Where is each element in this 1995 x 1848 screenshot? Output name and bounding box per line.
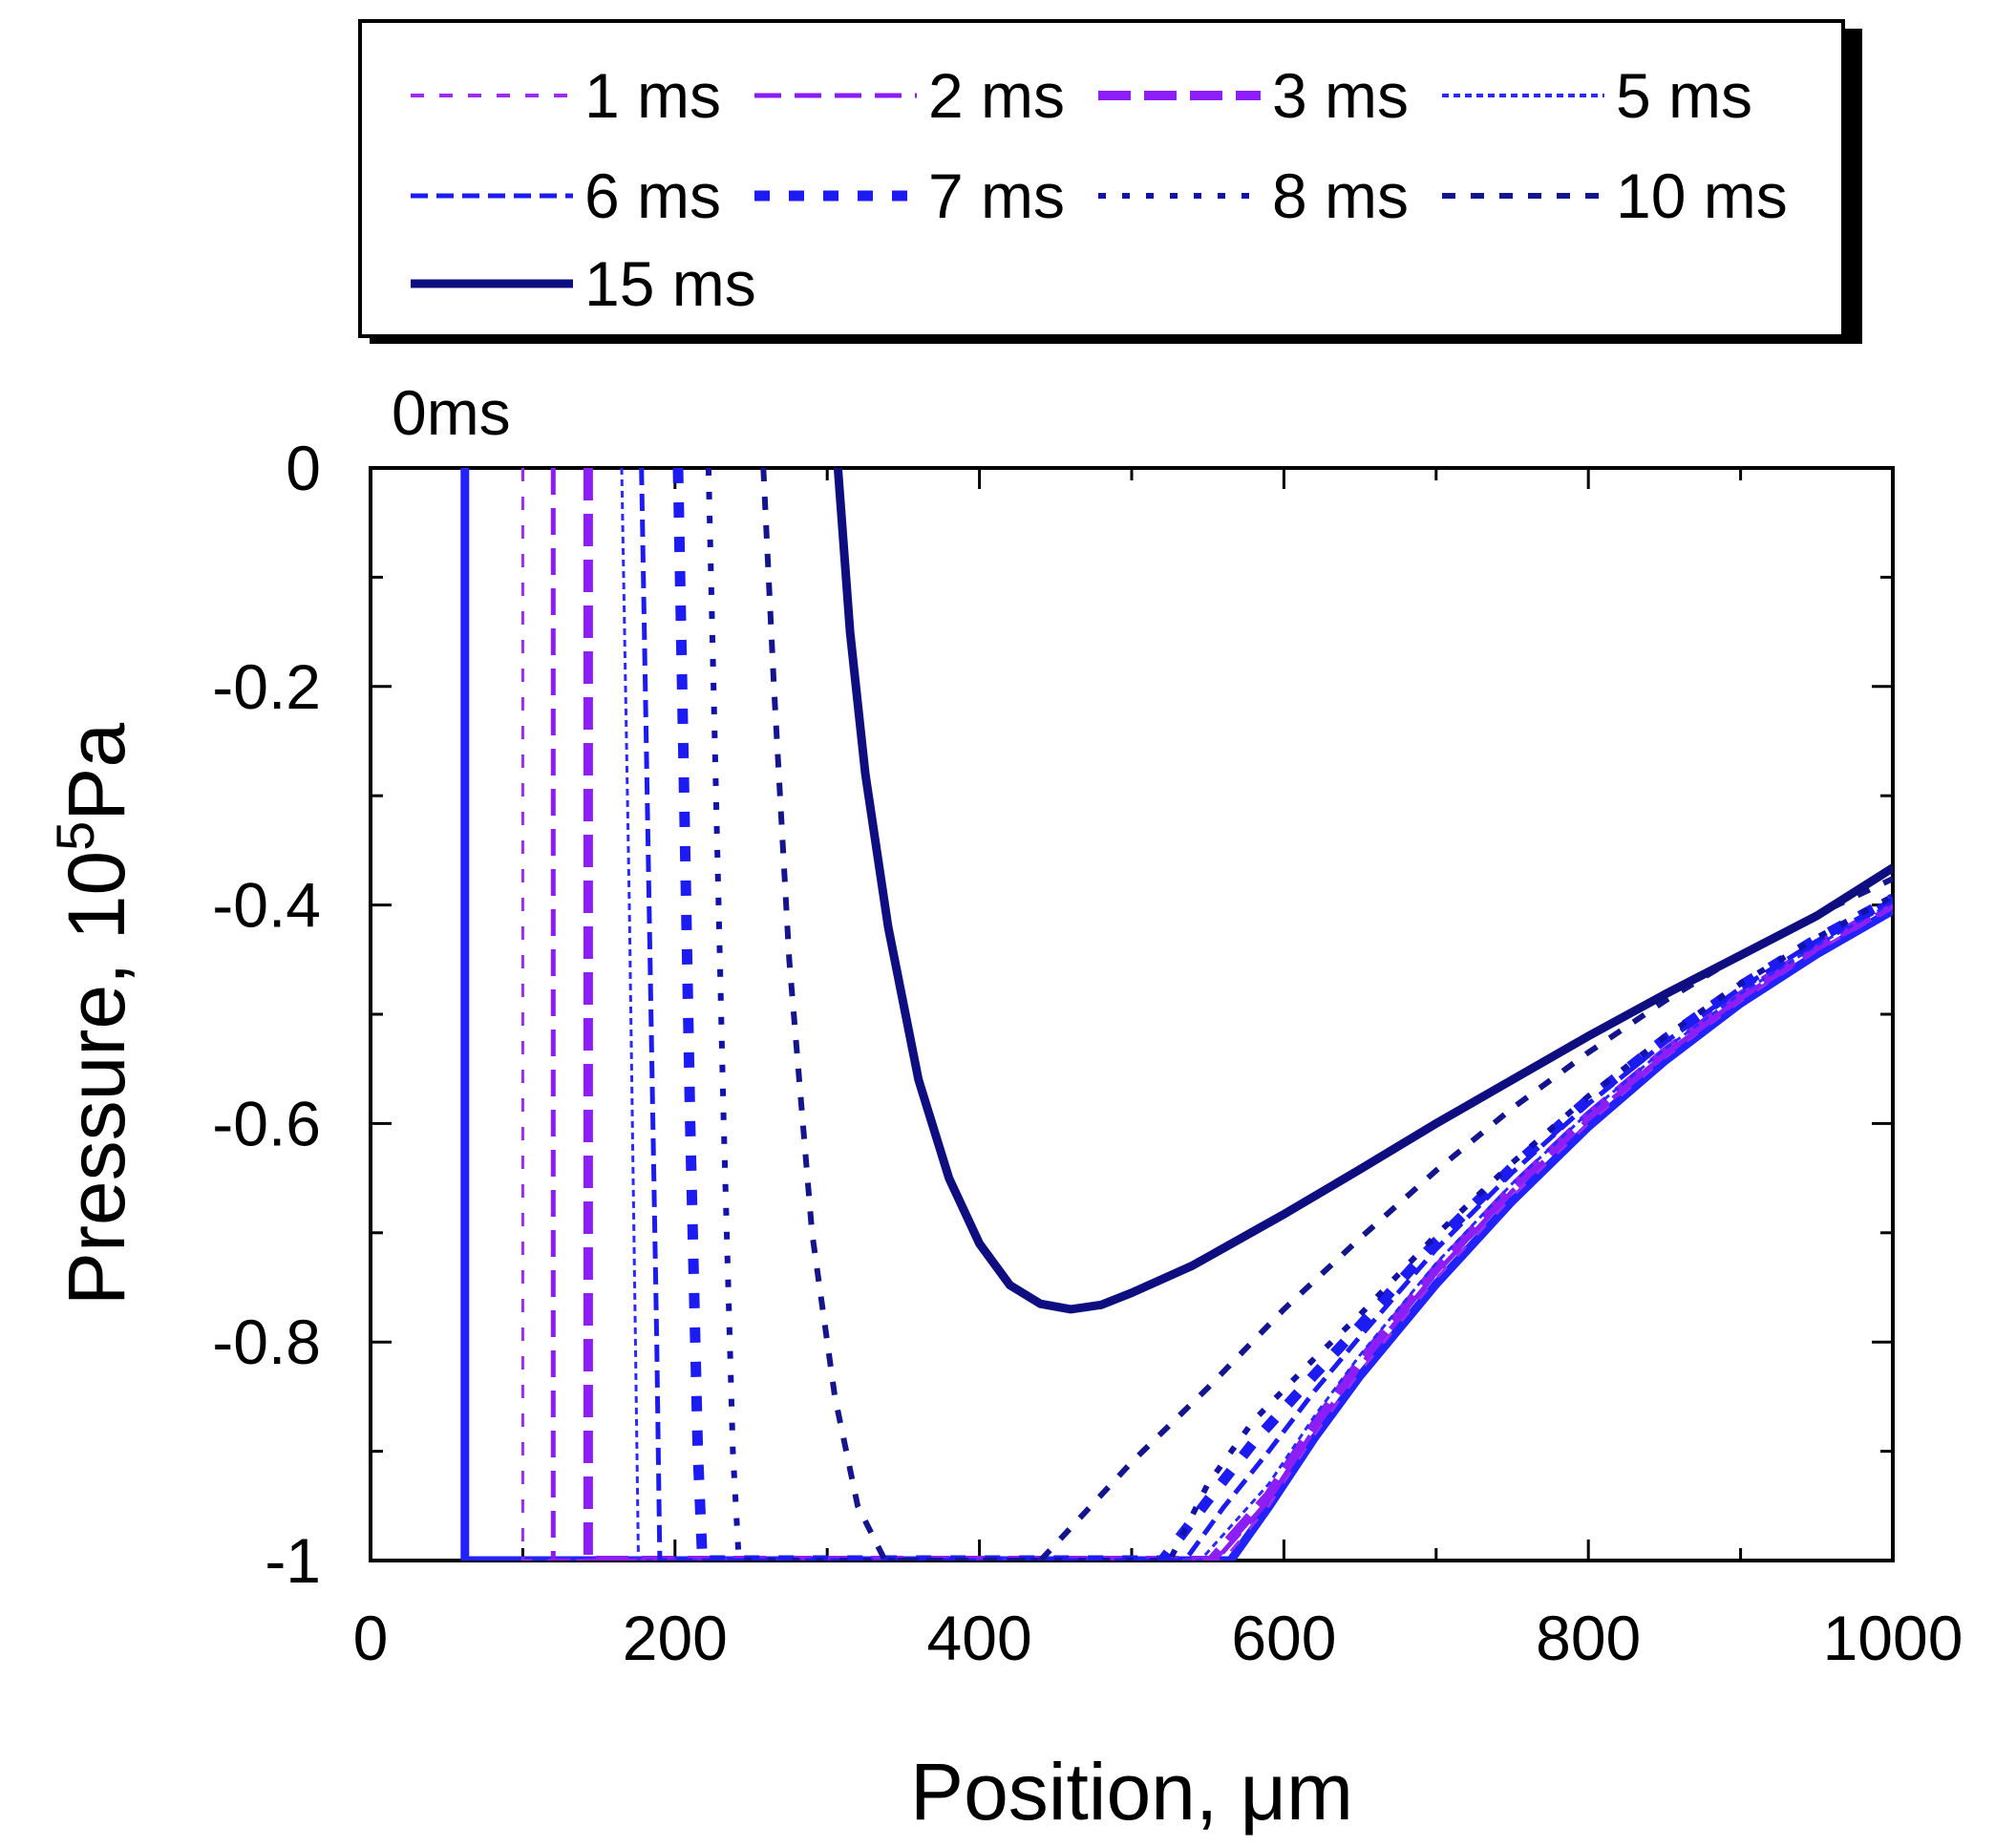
y-tick-label: 0 [286, 433, 321, 503]
y-axis-label-unit: Pa [52, 723, 141, 821]
x-tick-label: 800 [1536, 1603, 1641, 1673]
x-tick-label: 600 [1231, 1603, 1336, 1673]
legend-label: 2 ms [928, 60, 1065, 131]
legend: 1 ms 2 ms 3 ms 5 ms 6 ms 7 ms 8 ms 10 ms 15 ms [358, 19, 1862, 344]
x-tick-label: 200 [623, 1603, 728, 1673]
series-line-15-ms [833, 468, 1893, 1314]
y-tick-label: -1 [265, 1525, 321, 1596]
legend-label: 5 ms [1616, 60, 1752, 131]
series-line-7-ms [672, 468, 1893, 1561]
legend-box [358, 19, 1845, 338]
y-tick-label: -0.2 [212, 651, 321, 722]
legend-label: 1 ms [584, 60, 721, 131]
y-axis-label: Pressure, 105Pa [45, 723, 141, 1306]
x-tick-label: 400 [927, 1603, 1032, 1673]
legend-label: 6 ms [584, 160, 721, 231]
series-line-0ms [460, 468, 1893, 1561]
y-axis-label-superscript: 5 [45, 821, 105, 851]
legend-items: 1 ms 2 ms 3 ms 5 ms 6 ms 7 ms 8 ms 10 ms 15 ms [411, 60, 1788, 319]
annotation-0ms: 0ms [392, 377, 511, 448]
y-tick-label: -0.4 [212, 870, 321, 941]
x-tick-label: 0 [353, 1603, 389, 1673]
plot-frame [369, 466, 1895, 1562]
series-line-3-ms [583, 468, 1893, 1561]
x-axis-label: Position, μm [910, 1747, 1353, 1837]
legend-label: 8 ms [1272, 160, 1409, 231]
x-tick-label: 1000 [1823, 1603, 1963, 1673]
tick-labels: 0 200 400 600 800 1000 0 -0.2 -0.4 -0.6 -0.8 -1 [212, 433, 1963, 1673]
y-axis-label-main: Pressure, 10 [52, 851, 141, 1306]
series-line-6-ms [639, 468, 1893, 1561]
axis-ticks [369, 466, 1895, 1562]
y-tick-label: -0.6 [212, 1088, 321, 1158]
legend-label: 3 ms [1272, 60, 1409, 131]
series-line-1-ms [520, 468, 1893, 1561]
y-tick-label: -0.8 [212, 1306, 321, 1377]
legend-label: 10 ms [1616, 160, 1788, 231]
series-layer [460, 468, 1893, 1561]
series-line-5-ms [620, 468, 1893, 1561]
legend-label: 7 ms [928, 160, 1065, 231]
legend-label: 15 ms [584, 248, 756, 319]
